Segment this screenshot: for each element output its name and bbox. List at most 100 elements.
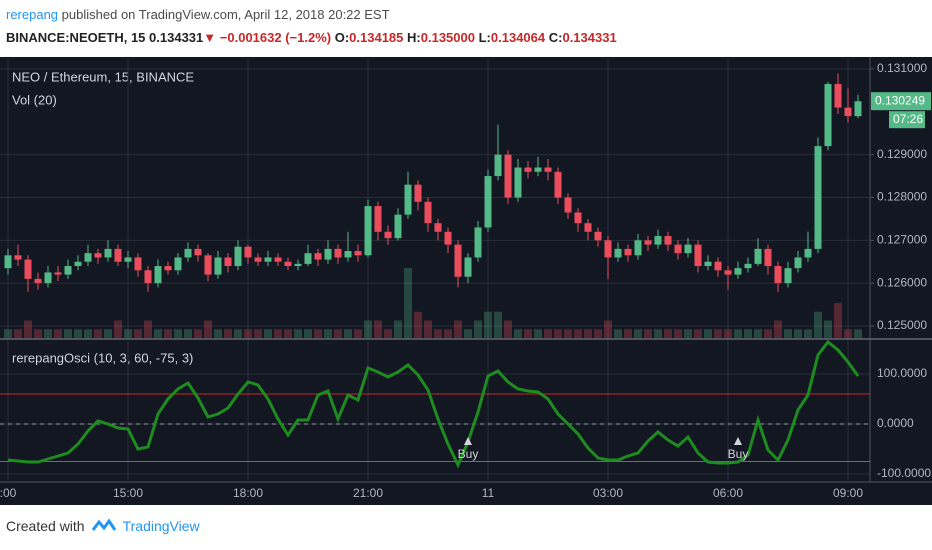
volume-bar (304, 329, 312, 338)
candle-body (304, 253, 312, 264)
candle-body (34, 278, 42, 284)
candle-body (404, 184, 412, 215)
logo[interactable] (91, 518, 117, 534)
candle-body (234, 246, 242, 267)
c: 0.134331 (562, 30, 617, 45)
candle-body (54, 272, 62, 275)
candle-body (454, 244, 462, 277)
candle-body (704, 261, 712, 267)
volume-bar (184, 329, 192, 338)
volume-bar (654, 329, 662, 338)
candle-body (114, 248, 122, 262)
volume-bar (484, 311, 492, 338)
candle-body (494, 154, 502, 177)
candle-body (654, 236, 662, 245)
candle-body (194, 248, 202, 256)
signal-label: Buy (728, 447, 749, 461)
volume-bar (574, 329, 582, 338)
volume-bar (474, 320, 482, 338)
volume-bar (224, 329, 232, 338)
candle-body (244, 246, 252, 258)
y-tick-label: 0.128000 (877, 190, 927, 204)
volume-bar (334, 329, 342, 338)
brand[interactable]: TradingView (122, 518, 200, 534)
volume-bar (154, 329, 162, 338)
candle-body (724, 270, 732, 275)
candle-body (584, 223, 592, 232)
volume-bar (434, 329, 442, 338)
y-tick-label: 0.127000 (877, 232, 927, 246)
l-label: L: (478, 30, 491, 45)
candle-body (104, 248, 112, 258)
volume-bar (504, 320, 512, 338)
volume-bar (834, 303, 842, 338)
change: −0.001632 (−1.2%) (219, 30, 332, 45)
candle-body (254, 257, 262, 262)
candle-body (344, 251, 352, 258)
candle-body (374, 206, 382, 232)
volume-bar (724, 329, 732, 338)
x-tick-label: 18:00 (233, 486, 263, 500)
volume-bar (394, 320, 402, 338)
volume-bar (534, 329, 542, 338)
o: 0.134185 (349, 30, 404, 45)
volume-bar (94, 329, 102, 338)
candle-body (634, 240, 642, 256)
volume-bar (374, 320, 382, 338)
candle-body (74, 261, 82, 267)
x-tick-label: 09:00 (833, 486, 863, 500)
volume-bar (614, 329, 622, 338)
candle-body (334, 248, 342, 258)
y-tick-label: 0.125000 (877, 318, 927, 332)
volume-bar (254, 329, 262, 338)
chart-title: NEO / Ethereum, 15, BINANCE (12, 69, 194, 84)
candle-body (574, 212, 582, 224)
volume-bar (244, 329, 252, 338)
candle-body (854, 101, 862, 117)
oscillator-line (7, 339, 860, 469)
volume-bar (114, 320, 122, 338)
volume-bar (424, 320, 432, 338)
countdown-bg (889, 111, 925, 129)
candle-body (794, 257, 802, 269)
volume-bar (4, 329, 12, 338)
volume-bar (144, 320, 152, 338)
candle-body (674, 244, 682, 254)
chart-bg (0, 57, 932, 505)
created-with: Created with (6, 518, 85, 534)
volume-bar (524, 329, 532, 338)
volume-bar (14, 329, 22, 338)
candle-body (564, 197, 572, 213)
candle-body (354, 251, 362, 256)
candle-body (314, 253, 322, 260)
volume-bar (294, 329, 302, 338)
volume-bar (634, 329, 642, 338)
h-label: H: (407, 30, 421, 45)
volume-bar (384, 329, 392, 338)
y-tick-label: 0.131000 (877, 61, 927, 75)
candle-body (764, 248, 772, 267)
candle-body (44, 272, 52, 284)
candle-body (184, 248, 192, 258)
author[interactable]: rerepang (6, 7, 59, 22)
candle-body (624, 248, 632, 256)
published: published on TradingView.com, April 12, … (61, 7, 390, 22)
candle-body (364, 206, 372, 256)
volume-bar (364, 320, 372, 338)
candle-body (544, 167, 552, 172)
volume-bar (324, 329, 332, 338)
osc-tick-label: -100.0000 (877, 466, 931, 480)
candle-body (4, 255, 12, 269)
volume-bar (104, 329, 112, 338)
candle-body (224, 257, 232, 267)
o-label: O: (334, 30, 350, 45)
volume-bar (674, 329, 682, 338)
volume-bar (794, 329, 802, 338)
candle-body (24, 259, 32, 279)
volume-bar (754, 329, 762, 338)
volume-title: Vol (20) (12, 92, 57, 107)
candle-body (834, 84, 842, 108)
volume-bar (844, 329, 852, 338)
l: 0.134064 (490, 30, 546, 45)
volume-bar (214, 329, 222, 338)
